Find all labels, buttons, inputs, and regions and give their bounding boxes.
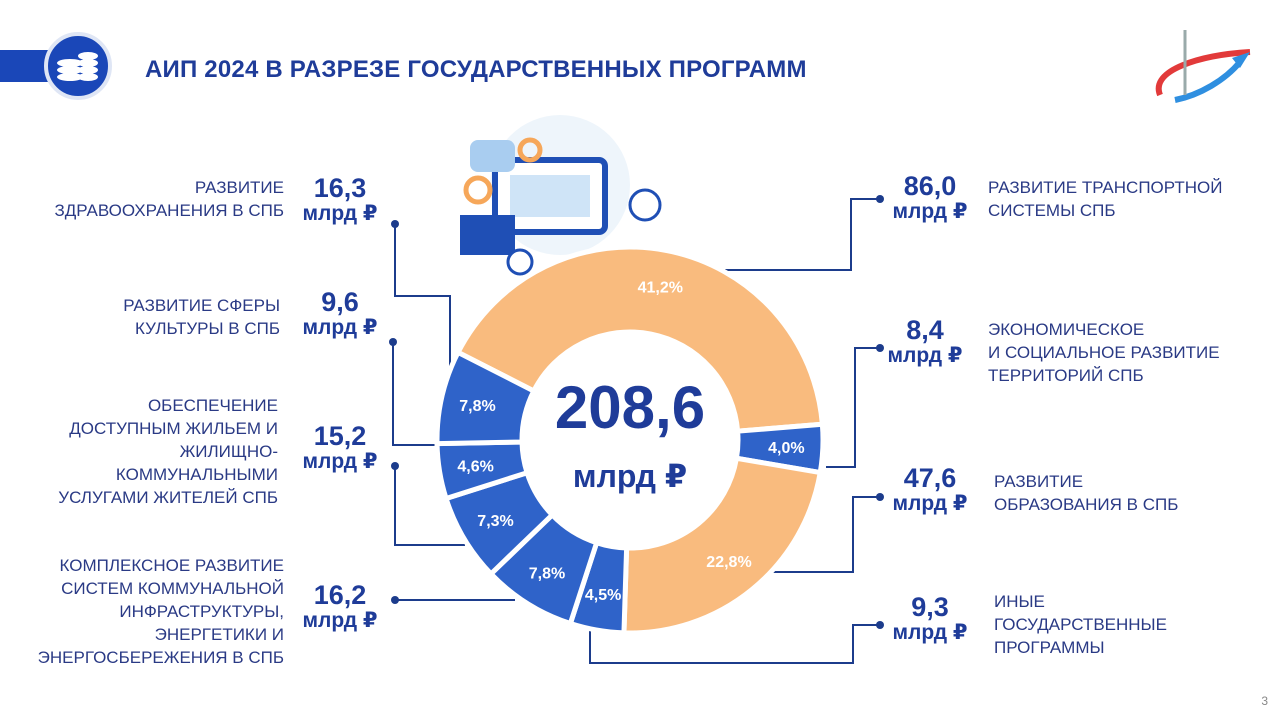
amount-unit: млрд ₽ — [892, 200, 968, 223]
amount: 86,0 млрд ₽ — [875, 172, 985, 224]
amount-value: 8,4 — [906, 315, 944, 345]
segment-label: 22,8% — [706, 554, 751, 571]
amount: 16,2 млрд ₽ — [285, 581, 395, 633]
program-name: РАЗВИТИЕ ЗДРАВООХРАНЕНИЯ В СПБ — [54, 178, 284, 220]
program-name: ОБЕСПЕЧЕНИЕ ДОСТУПНЫМ ЖИЛЬЕМ И ЖИЛИЩНО- … — [58, 396, 278, 507]
amount-unit: млрд ₽ — [302, 609, 378, 632]
page-number: 3 — [1261, 694, 1268, 708]
connector-dots — [389, 195, 884, 629]
amount-value: 86,0 — [903, 171, 957, 201]
segment-label: 4,6% — [457, 458, 493, 475]
amount-unit: млрд ₽ — [892, 492, 968, 515]
amount: 15,2 млрд ₽ — [285, 422, 395, 474]
segment-label: 7,3% — [477, 513, 513, 530]
amount: 8,4 млрд ₽ — [870, 316, 980, 368]
total-value: 208,6 — [555, 374, 705, 441]
segment-label: 4,0% — [768, 440, 804, 457]
illustration — [460, 115, 662, 276]
donut-segment — [621, 455, 824, 636]
slide-title: АИП 2024 В РАЗРЕЗЕ ГОСУДАРСТВЕННЫХ ПРОГР… — [145, 56, 807, 83]
amount-unit: млрд ₽ — [302, 450, 378, 473]
amount-value: 9,6 — [321, 287, 359, 317]
amount-unit: млрд ₽ — [887, 344, 963, 367]
amount-value: 16,3 — [313, 173, 367, 203]
coins-icon — [57, 52, 98, 81]
program-name: РАЗВИТИЕ СФЕРЫ КУЛЬТУРЫ В СПБ — [123, 296, 280, 338]
segment-label: 7,8% — [459, 398, 495, 415]
amount: 9,3 млрд ₽ — [875, 593, 985, 645]
program-name: ЭКОНОМИЧЕСКОЕ И СОЦИАЛЬНОЕ РАЗВИТИЕ ТЕРР… — [988, 320, 1220, 385]
total-unit: млрд ₽ — [573, 458, 687, 494]
amount-unit: млрд ₽ — [302, 316, 378, 339]
amount-unit: млрд ₽ — [892, 621, 968, 644]
amount-value: 16,2 — [313, 580, 367, 610]
segment-label: 4,5% — [585, 587, 621, 604]
amount: 9,6 млрд ₽ — [285, 288, 395, 340]
program-name: ИНЫЕ ГОСУДАРСТВЕННЫЕ ПРОГРАММЫ — [994, 592, 1167, 657]
donut: 41,2% 4,0% 22,8% 4,5% 7,8% 7,3% 4,6% 7,8% — [434, 244, 826, 636]
amount-value: 15,2 — [313, 421, 367, 451]
segment-label: 41,2% — [638, 279, 683, 296]
amount-value: 9,3 — [911, 592, 949, 622]
program-name: РАЗВИТИЕ ОБРАЗОВАНИЯ В СПБ — [994, 472, 1179, 514]
amount-value: 47,6 — [903, 463, 957, 493]
amount-unit: млрд ₽ — [302, 202, 378, 225]
connectors — [392, 198, 880, 664]
donut-segment — [434, 349, 538, 447]
program-name: РАЗВИТИЕ ТРАНСПОРТНОЙ СИСТЕМЫ СПБ — [988, 178, 1223, 220]
amount: 16,3 млрд ₽ — [285, 174, 395, 226]
segment-label: 7,8% — [529, 566, 565, 583]
program-name: КОМПЛЕКСНОЕ РАЗВИТИЕ СИСТЕМ КОММУНАЛЬНОЙ… — [37, 556, 284, 667]
amount: 47,6 млрд ₽ — [875, 464, 985, 516]
logo — [1155, 30, 1251, 103]
donut-segment — [454, 244, 826, 434]
